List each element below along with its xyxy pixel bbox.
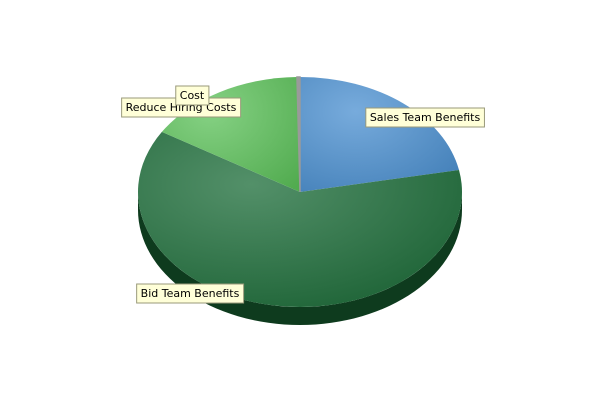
pie-label-sales-team-benefits: Sales Team Benefits [365,107,485,128]
pie-slice-cost[interactable] [296,76,301,193]
pie-label-bid-team-benefits: Bid Team Benefits [136,283,245,304]
pie-label-box [365,107,485,128]
pie-label-box [136,283,245,304]
pie-slice-bid-team-benefits[interactable] [137,131,462,307]
pie-label-cost: Cost [175,85,210,106]
pie-label-box [175,85,210,106]
pie-label-text: Bid Team Benefits [141,287,240,300]
pie-label-text: Cost [180,89,205,102]
pie-slice-sales-team-benefits[interactable] [300,77,460,192]
pie-label-text: Sales Team Benefits [370,111,481,124]
